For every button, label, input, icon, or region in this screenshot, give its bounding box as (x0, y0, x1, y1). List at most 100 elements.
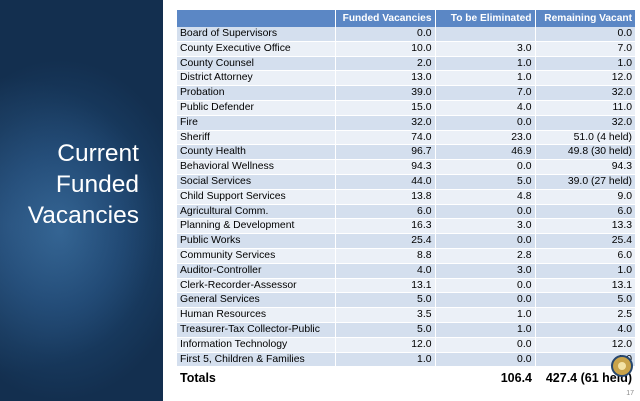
to-be-eliminated-cell: 0.0 (435, 204, 536, 220)
funded-vacancies-cell: 5.0 (335, 322, 436, 338)
department-name-cell: Board of Supervisors (177, 27, 336, 42)
department-name-cell: Sheriff (177, 130, 336, 146)
slide-title: Current Funded Vacancies (0, 138, 139, 231)
table-row: Public Defender 15.0 4.0 11.0 (177, 100, 635, 116)
remaining-vacant-cell: 6.0 (535, 204, 635, 220)
department-name-cell: Social Services (177, 174, 336, 190)
table-row: Treasurer-Tax Collector-Public 5.0 1.0 4.0 (177, 322, 635, 338)
table-row: County Counsel 2.0 1.0 1.0 (177, 56, 635, 72)
department-name-cell: First 5, Children & Families (177, 352, 336, 368)
column-header-funded-vacancies: Funded Vacancies (335, 10, 436, 27)
table-row: Sheriff 74.0 23.0 51.0 (4 held) (177, 130, 635, 146)
department-name-cell: Public Defender (177, 100, 336, 116)
table-row: General Services 5.0 0.0 5.0 (177, 292, 635, 309)
department-name-cell: General Services (177, 292, 336, 309)
to-be-eliminated-cell: 0.0 (435, 352, 536, 368)
funded-vacancies-cell: 32.0 (335, 115, 436, 131)
department-name-cell: Public Works (177, 233, 336, 249)
table-row: Board of Supervisors 0.0 0.0 (177, 27, 635, 42)
county-seal-logo (611, 355, 633, 377)
remaining-vacant-cell: 39.0 (27 held) (535, 174, 635, 190)
department-name-cell: Probation (177, 85, 336, 101)
left-title-panel: Current Funded Vacancies (0, 0, 163, 401)
remaining-vacant-cell: 13.1 (535, 278, 635, 294)
to-be-eliminated-cell: 1.0 (435, 70, 536, 87)
funded-vacancies-cell: 94.3 (335, 159, 436, 175)
vacancies-table: Funded Vacancies To be Eliminated Remain… (177, 10, 635, 389)
funded-vacancies-cell: 44.0 (335, 174, 436, 190)
remaining-vacant-cell: 94.3 (535, 159, 635, 175)
table-row: Human Resources 3.5 1.0 2.5 (177, 307, 635, 323)
funded-vacancies-cell: 6.0 (335, 204, 436, 220)
table-row: Public Works 25.4 0.0 25.4 (177, 233, 635, 249)
remaining-vacant-cell: 1.0 (535, 56, 635, 72)
to-be-eliminated-cell: 4.8 (435, 189, 536, 205)
table-body: Board of Supervisors 0.0 0.0 County Executi… (177, 27, 635, 368)
to-be-eliminated-cell: 46.9 (435, 144, 536, 161)
remaining-vacant-cell: 5.0 (535, 292, 635, 309)
department-name-cell: District Attorney (177, 70, 336, 87)
column-header-remaining-vacant: Remaining Vacant (535, 10, 635, 27)
remaining-vacant-cell: 25.4 (535, 233, 635, 249)
totals-to-be-eliminated: 106.4 (435, 366, 535, 389)
funded-vacancies-cell: 5.0 (335, 292, 436, 309)
table-row: Social Services 44.0 5.0 39.0 (27 held) (177, 174, 635, 190)
table-row: Fire 32.0 0.0 32.0 (177, 115, 635, 131)
remaining-vacant-cell: 51.0 (4 held) (535, 130, 635, 146)
remaining-vacant-cell: 6.0 (535, 248, 635, 264)
department-name-cell: Agricultural Comm. (177, 204, 336, 220)
to-be-eliminated-cell: 23.0 (435, 130, 536, 146)
page-number: 17 (626, 390, 634, 397)
totals-row: Totals 106.4 427.4 (61 held) (177, 366, 635, 389)
totals-remaining-vacant: 427.4 (61 held) (535, 366, 635, 389)
funded-vacancies-cell: 0.0 (335, 27, 436, 42)
funded-vacancies-cell: 39.0 (335, 85, 436, 101)
table-row: County Executive Office 10.0 3.0 7.0 (177, 41, 635, 57)
funded-vacancies-cell: 13.1 (335, 278, 436, 294)
funded-vacancies-cell: 8.8 (335, 248, 436, 264)
vacancies-table-wrapper: Funded Vacancies To be Eliminated Remain… (177, 10, 635, 389)
remaining-vacant-cell: 12.0 (535, 70, 635, 87)
department-name-cell: Behavioral Wellness (177, 159, 336, 175)
column-header-to-be-eliminated: To be Eliminated (435, 10, 536, 27)
funded-vacancies-cell: 4.0 (335, 263, 436, 279)
remaining-vacant-cell: 9.0 (535, 189, 635, 205)
remaining-vacant-cell: 12.0 (535, 337, 635, 353)
remaining-vacant-cell: 32.0 (535, 115, 635, 131)
to-be-eliminated-cell (435, 27, 536, 42)
to-be-eliminated-cell: 1.0 (435, 307, 536, 323)
department-name-cell: Planning & Development (177, 218, 336, 235)
to-be-eliminated-cell: 0.0 (435, 159, 536, 175)
to-be-eliminated-cell: 4.0 (435, 100, 536, 116)
table-row: Child Support Services 13.8 4.8 9.0 (177, 189, 635, 205)
remaining-vacant-cell: 32.0 (535, 85, 635, 101)
to-be-eliminated-cell: 1.0 (435, 322, 536, 338)
department-name-cell: Auditor-Controller (177, 263, 336, 279)
table-row: Auditor-Controller 4.0 3.0 1.0 (177, 263, 635, 279)
department-name-cell: County Executive Office (177, 41, 336, 57)
table-row: Planning & Development 16.3 3.0 13.3 (177, 218, 635, 235)
remaining-vacant-cell: 49.8 (30 held) (535, 144, 635, 161)
to-be-eliminated-cell: 7.0 (435, 85, 536, 101)
funded-vacancies-cell: 13.0 (335, 70, 436, 87)
to-be-eliminated-cell: 3.0 (435, 218, 536, 235)
department-name-cell: County Health (177, 144, 336, 161)
table-row: District Attorney 13.0 1.0 12.0 (177, 70, 635, 87)
table-row: Information Technology 12.0 0.0 12.0 (177, 337, 635, 353)
funded-vacancies-cell: 12.0 (335, 337, 436, 353)
department-name-cell: Human Resources (177, 307, 336, 323)
funded-vacancies-cell: 16.3 (335, 218, 436, 235)
totals-label: Totals (177, 366, 335, 389)
remaining-vacant-cell: 4.0 (535, 322, 635, 338)
totals-funded-vacancies (335, 366, 435, 389)
to-be-eliminated-cell: 0.0 (435, 292, 536, 309)
right-content-panel: Funded Vacancies To be Eliminated Remain… (163, 0, 640, 401)
department-name-cell: Child Support Services (177, 189, 336, 205)
funded-vacancies-cell: 13.8 (335, 189, 436, 205)
department-name-cell: Fire (177, 115, 336, 131)
to-be-eliminated-cell: 3.0 (435, 263, 536, 279)
table-row: Behavioral Wellness 94.3 0.0 94.3 (177, 159, 635, 175)
department-name-cell: Clerk-Recorder-Assessor (177, 278, 336, 294)
funded-vacancies-cell: 96.7 (335, 144, 436, 161)
